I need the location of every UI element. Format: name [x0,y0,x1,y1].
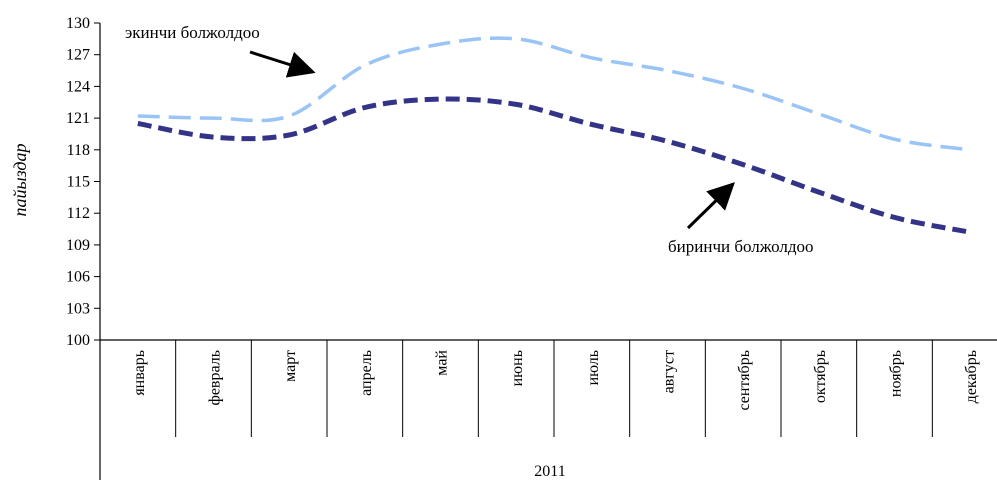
x-tick-label: январь [131,350,148,396]
x-tick-label: ноябрь [888,350,905,397]
x-tick-label: август [661,350,678,393]
y-tick-label: 103 [66,300,90,317]
y-tick-label: 124 [66,78,90,95]
y-tick-label: 118 [67,142,90,159]
series-label-first: биринчи болжолдоо [668,237,813,256]
y-tick-label: 121 [66,110,90,127]
series-line-1 [137,36,971,152]
x-tick-label: апрель [358,350,375,396]
y-tick-label: 109 [66,237,90,254]
y-axis-label: пайыздар [10,143,30,216]
x-categories: январь февраль март апрель май июнь июль август… [131,350,980,411]
series-line-0 [137,96,971,235]
x-tick-label: июль [585,350,602,385]
x-tick-label: май [434,350,451,376]
x-tick-label: декабрь [963,350,980,403]
y-tick-label: 106 [66,269,90,286]
y-ticks: 100 103 106 109 112 115 118 121 124 127 130 [66,15,100,349]
y-tick-label: 130 [66,15,90,32]
y-tick-label: 115 [67,174,90,191]
arrow-first [686,182,735,230]
axes [99,23,997,480]
arrow-second [249,50,316,78]
x-axis-label: 2011 [534,463,565,480]
series-layer [137,36,971,235]
series-label-second: экинчи болжолдоо [125,23,260,42]
x-tick-label: февраль [207,350,224,406]
y-tick-label: 100 [66,332,90,349]
x-tick-label: октябрь [812,350,829,403]
x-tick-label: март [282,350,299,382]
x-tick-label: июнь [509,350,526,386]
y-tick-label: 127 [66,47,90,64]
y-tick-label: 112 [67,205,90,222]
x-tick-label: сентябрь [736,350,753,411]
